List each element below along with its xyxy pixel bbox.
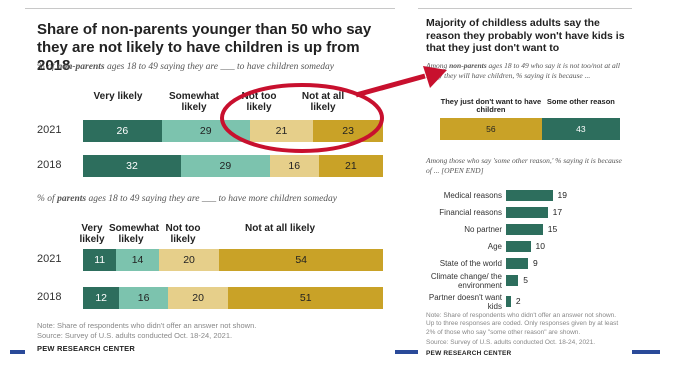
other-reason-value-6: 2 xyxy=(515,296,521,306)
subtitle-parents: % of parents ages 18 to 49 saying they a… xyxy=(37,193,377,205)
other-reason-bar-6 xyxy=(506,296,511,307)
right-chart-panel: Majority of childless adults say the rea… xyxy=(418,8,632,358)
other-reason-label-4: State of the world xyxy=(439,259,502,268)
other-reason-value-2: 15 xyxy=(547,224,558,234)
left-chart-title: Share of non-parents younger than 50 who… xyxy=(37,21,372,74)
nonparents-header-0: Very likely xyxy=(93,91,143,102)
other-reason-bar-0 xyxy=(506,190,553,201)
sub1-bold: non-parents xyxy=(57,62,105,72)
other-reason-bar-1 xyxy=(506,207,548,218)
nonparents-2021-segment-1: 29 xyxy=(161,120,250,142)
reasons-header-0: They just don't want to have children xyxy=(440,97,542,115)
other-reason-bar-2 xyxy=(506,224,543,235)
nonparents-2021-segment-2: 21 xyxy=(249,120,314,142)
other-reason-bar-5 xyxy=(506,275,519,286)
other-reason-value-1: 17 xyxy=(552,207,563,217)
other-reason-value-3: 10 xyxy=(535,241,545,251)
sub1-pre: % of xyxy=(37,62,58,72)
right-subtitle-1: Among non-parents ages 18 to 49 who say … xyxy=(426,61,631,81)
parents-header-2: Not too likely xyxy=(165,223,201,245)
parents-2018-segment-0: 12 xyxy=(83,287,120,309)
sub2-bold: parents xyxy=(57,194,87,204)
right-chart-title: Majority of childless adults say the rea… xyxy=(426,17,625,55)
other-reason-value-5: 5 xyxy=(523,275,528,285)
rsub1-post: ages 18 to 49 who say it is not too/not … xyxy=(426,61,620,80)
left-brand: PEW RESEARCH CENTER xyxy=(37,344,135,353)
other-reason-value-4: 9 xyxy=(533,258,538,268)
parents-header-0: Very likely xyxy=(79,223,105,245)
reasons-header-1: Some other reason xyxy=(546,97,615,106)
nonparents-2018-segment-2: 16 xyxy=(269,155,319,177)
left-chart-panel: Share of non-parents younger than 50 who… xyxy=(25,8,395,356)
nonparents-header-1: Somewhat likely xyxy=(168,91,219,113)
other-reason-bar-3 xyxy=(506,241,531,252)
other-reason-label-6: Partner doesn't want kids xyxy=(428,293,502,312)
other-reason-label-2: No partner xyxy=(464,225,502,234)
other-reason-label-3: Age xyxy=(487,242,502,251)
parents-2018-segment-2: 20 xyxy=(167,287,229,309)
rsub1-pre: Among xyxy=(426,61,450,70)
nonparents-2018-segment-1: 29 xyxy=(180,155,270,177)
nonparents-header-3: Not at all likely xyxy=(301,91,345,113)
left-source: Source: Survey of U.S. adults conducted … xyxy=(37,331,233,340)
reasons-segment-0: 56 xyxy=(440,118,542,140)
nonparents-year-2021: 2021 xyxy=(37,124,62,136)
sub2-post: ages 18 to 49 saying they are ___ to hav… xyxy=(86,194,338,204)
nonparents-2021-segment-3: 23 xyxy=(313,120,383,142)
nonparents-year-2018: 2018 xyxy=(37,159,62,171)
parents-2021-segment-3: 54 xyxy=(219,249,383,271)
nonparents-2018-segment-3: 21 xyxy=(318,155,383,177)
right-brand: PEW RESEARCH CENTER xyxy=(426,350,512,357)
parents-2018-segment-1: 16 xyxy=(119,287,168,309)
right-subtitle-2: Among those who say 'some other reason,'… xyxy=(426,156,622,175)
nonparents-header-2: Not too likely xyxy=(241,91,277,113)
parents-header-1: Somewhat likely xyxy=(109,223,160,245)
parents-2021-segment-0: 11 xyxy=(83,249,117,271)
rsub1-bold: non-parents xyxy=(449,61,487,70)
nonparents-2018-segment-0: 32 xyxy=(83,155,181,177)
subtitle-nonparents: % of non-parents ages 18 to 49 saying th… xyxy=(37,61,367,73)
reasons-segment-1: 43 xyxy=(541,118,620,140)
parents-2021-segment-2: 20 xyxy=(158,249,220,271)
other-reason-label-1: Financial reasons xyxy=(439,208,502,217)
parents-year-2021: 2021 xyxy=(37,253,62,265)
left-note: Note: Share of respondents who didn't of… xyxy=(37,321,257,330)
right-source: Source: Survey of U.S. adults conducted … xyxy=(426,339,596,346)
parents-header-3: Not at all likely xyxy=(244,223,316,234)
sub2-pre: % of xyxy=(37,194,58,204)
other-reason-value-0: 19 xyxy=(557,190,568,200)
other-reason-label-0: Medical reasons xyxy=(443,191,502,200)
parents-2018-segment-3: 51 xyxy=(228,287,383,309)
nonparents-2021-segment-0: 26 xyxy=(83,120,162,142)
parents-2021-segment-1: 14 xyxy=(116,249,159,271)
other-reason-label-5: Climate change/ the environment xyxy=(430,272,502,291)
parents-year-2018: 2018 xyxy=(37,291,62,303)
right-note: Note: Share of respondents who didn't of… xyxy=(426,312,619,336)
sub1-post: ages 18 to 49 saying they are ___ to hav… xyxy=(104,62,334,72)
other-reason-bar-4 xyxy=(506,258,529,269)
